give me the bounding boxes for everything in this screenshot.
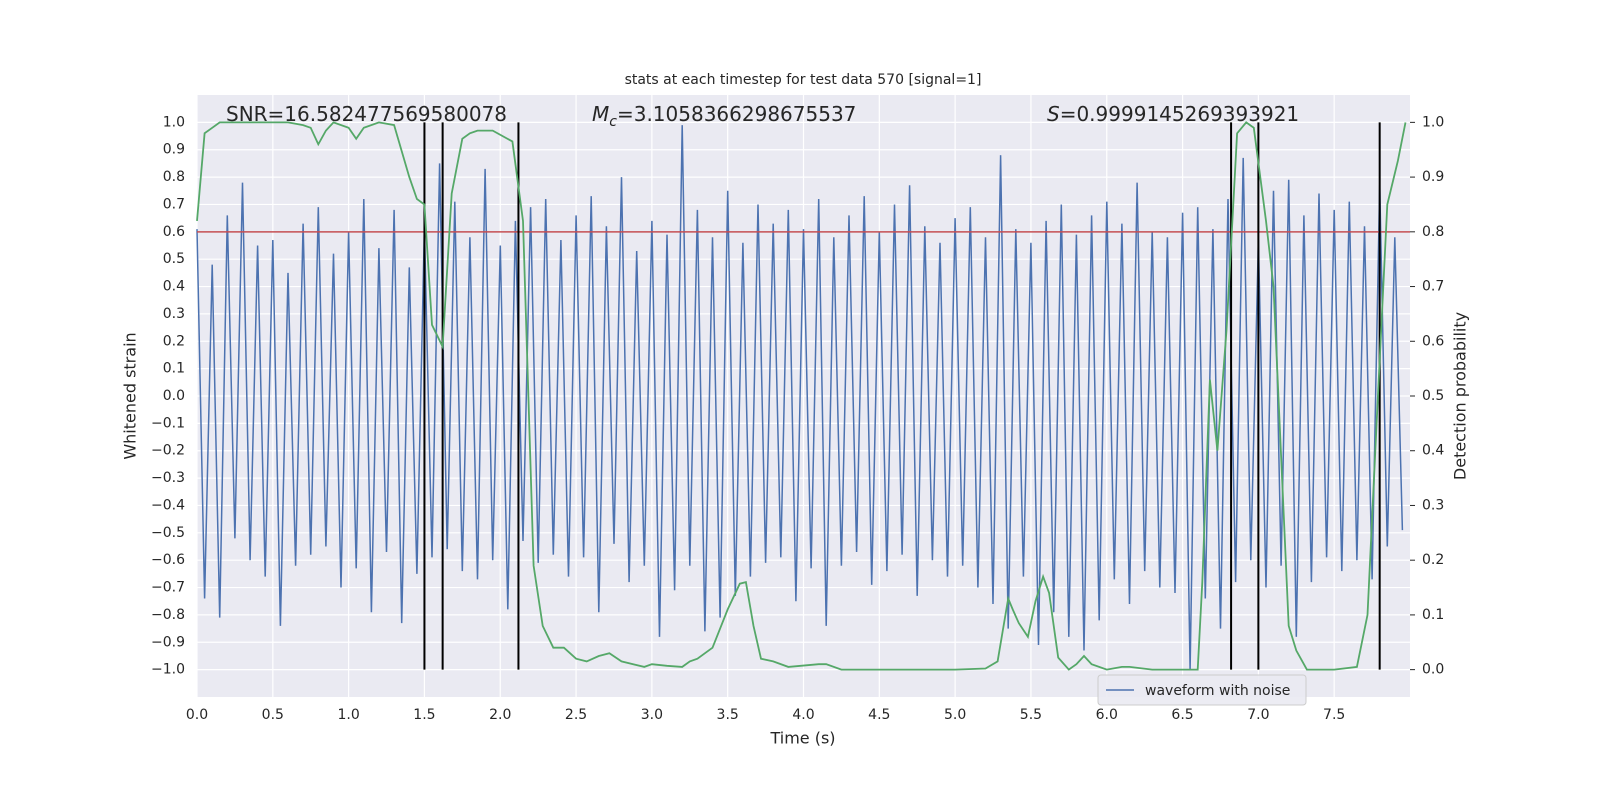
y2-tick-label: 0.7 [1422, 279, 1444, 295]
x-tick-label: 5.5 [1020, 707, 1042, 723]
x-tick-label: 6.5 [1171, 707, 1193, 723]
x-axis-label: Time (s) [769, 729, 835, 748]
y2-tick-label: 0.8 [1422, 224, 1444, 240]
y2-tick-label: 0.6 [1422, 333, 1444, 349]
y-tick-label: −0.9 [151, 634, 185, 650]
y2-axis-label: Detection probability [1451, 312, 1470, 480]
y2-tick-label: 0.5 [1422, 388, 1444, 404]
legend-box [1097, 674, 1307, 706]
x-tick-label: 2.5 [565, 707, 587, 723]
y2-tick-label: 0.0 [1422, 662, 1444, 678]
y-tick-label: 0.3 [163, 306, 185, 322]
probability-line [196, 121, 1407, 671]
y-tick-label: 0.5 [163, 251, 185, 267]
y-tick-label: 0.2 [163, 333, 185, 349]
annotation-subscript: c [609, 114, 617, 130]
x-tick-label: 3.5 [717, 707, 739, 723]
y-tick-label: 0.1 [163, 361, 185, 377]
legend-label: waveform with noise [1145, 683, 1290, 699]
chart-title: stats at each timestep for test data 570… [625, 72, 982, 88]
x-tick-label: 1.0 [337, 707, 359, 723]
y-tick-label: 0.8 [163, 169, 185, 185]
y-tick-label: −0.5 [151, 525, 185, 541]
y2-tick-label: 0.9 [1422, 169, 1444, 185]
y2-tick-label: 0.3 [1422, 497, 1444, 513]
x-tick-label: 5.0 [944, 707, 966, 723]
x-tick-label: 7.0 [1247, 707, 1269, 723]
y-tick-label: −0.2 [151, 443, 185, 459]
x-tick-label: 6.0 [1096, 707, 1118, 723]
y-tick-label: 0.9 [163, 142, 185, 158]
y-tick-label: −0.8 [151, 607, 185, 623]
x-tick-label: 4.0 [792, 707, 814, 723]
x-tick-label: 7.5 [1323, 707, 1345, 723]
annotation-value: =3.1058366298675537 [617, 102, 856, 126]
y-tick-label: 0.4 [163, 279, 185, 295]
y-tick-label: −0.4 [151, 497, 185, 513]
waveform-line [196, 125, 1404, 670]
marks [196, 121, 1410, 671]
annotation: SNR=16.582477569580078 [226, 102, 507, 126]
x-tick-label: 3.0 [641, 707, 663, 723]
x-tick-label: 1.5 [413, 707, 435, 723]
annotation-symbol: M [592, 102, 609, 126]
x-tick-label: 0.0 [186, 707, 208, 723]
y2-tick-label: 0.1 [1422, 607, 1444, 623]
y-tick-label: −0.1 [151, 415, 185, 431]
y-tick-label: −0.3 [151, 470, 185, 486]
y-tick-label: 0.7 [163, 196, 185, 212]
y-tick-label: −1.0 [151, 662, 185, 678]
y-tick-label: 0.6 [163, 224, 185, 240]
x-tick-label: 0.5 [262, 707, 284, 723]
y-tick-label: −0.6 [151, 552, 185, 568]
annotation-value: =0.9999145269393921 [1060, 102, 1299, 126]
annotation-symbol: S [1047, 102, 1060, 126]
y-tick-label: −0.7 [151, 580, 185, 596]
annotation: S=0.9999145269393921 [1047, 102, 1299, 126]
y2-tick-label: 0.4 [1422, 443, 1444, 459]
annotation: Mc=3.1058366298675537 [592, 102, 856, 130]
y-axis-label: Whitened strain [121, 332, 140, 459]
y2-tick-label: 1.0 [1422, 114, 1444, 130]
legend: waveform with noise [1097, 674, 1307, 706]
x-tick-label: 2.0 [489, 707, 511, 723]
x-tick-label: 4.5 [868, 707, 890, 723]
y2-tick-label: 0.2 [1422, 552, 1444, 568]
y-tick-label: 1.0 [163, 114, 185, 130]
y-tick-label: 0.0 [163, 388, 185, 404]
